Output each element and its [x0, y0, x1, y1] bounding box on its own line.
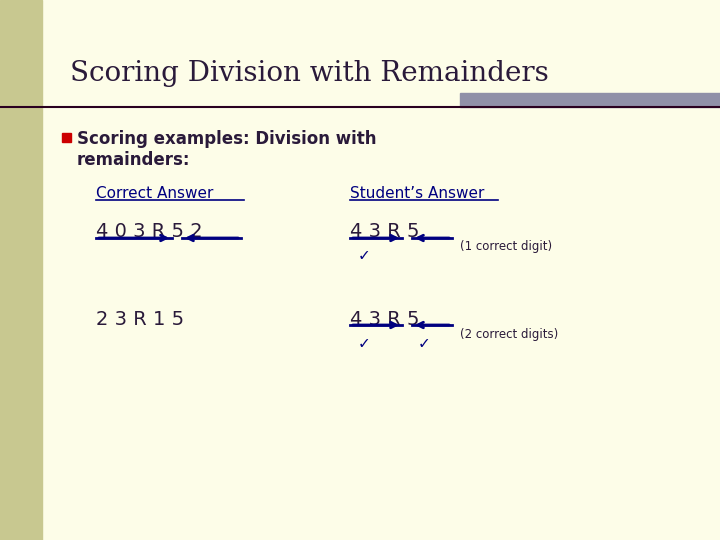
Text: 4 0 3 R 5 2: 4 0 3 R 5 2	[96, 222, 202, 241]
Text: remainders:: remainders:	[77, 151, 191, 169]
Bar	[0, 0, 42, 540]
Text: (1 correct digit): (1 correct digit)	[460, 240, 552, 253]
Text: ✓: ✓	[358, 248, 371, 263]
Text: Correct Answer: Correct Answer	[96, 186, 213, 201]
Text: (2 correct digits): (2 correct digits)	[460, 328, 558, 341]
Text: Student’s Answer: Student’s Answer	[350, 186, 485, 201]
Text: ✓: ✓	[418, 336, 431, 351]
Bar	[460, 93, 720, 107]
Text: Scoring Division with Remainders: Scoring Division with Remainders	[70, 60, 549, 87]
Text: 2 3 R 1 5: 2 3 R 1 5	[96, 310, 184, 329]
Text: 4 3 R 5: 4 3 R 5	[350, 222, 420, 241]
Bar	[62, 133, 71, 142]
Text: 4 3 R 5: 4 3 R 5	[350, 310, 420, 329]
Text: Scoring examples: Division with: Scoring examples: Division with	[77, 130, 377, 148]
Text: ✓: ✓	[358, 336, 371, 351]
